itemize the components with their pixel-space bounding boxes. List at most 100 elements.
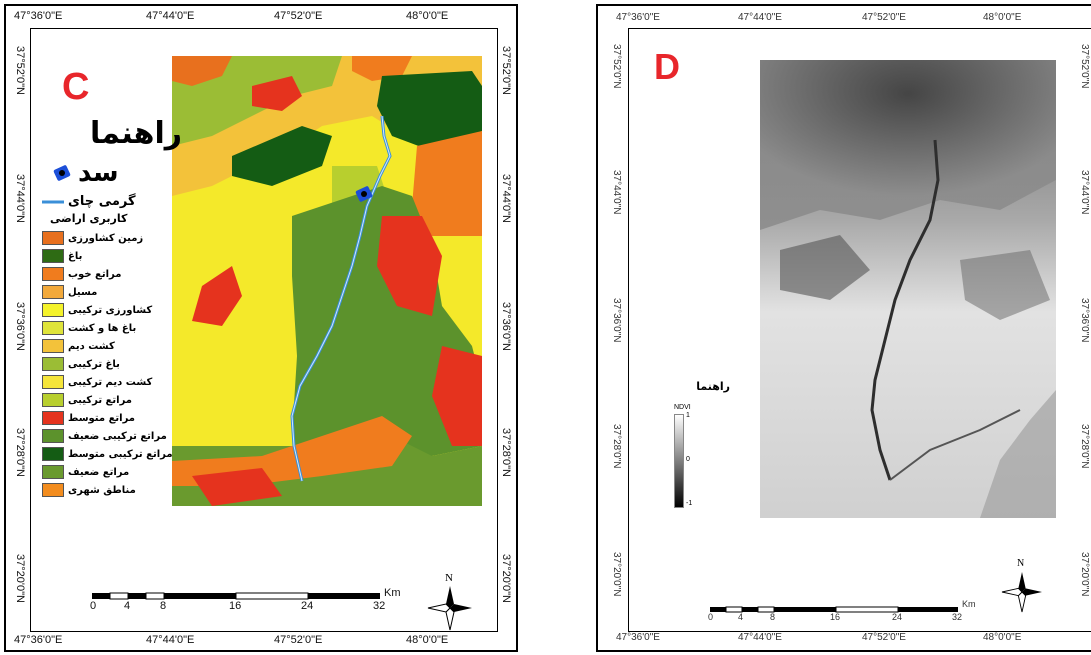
left-tick: 37°20'0"N xyxy=(611,552,622,597)
ndvi-mid: 0 xyxy=(686,456,690,463)
legend-label: مراتع متوسط xyxy=(68,412,135,424)
legend-item: کشت دیم ترکیبی xyxy=(42,374,152,390)
legend-swatch xyxy=(42,285,64,299)
dam-icon xyxy=(53,165,71,181)
right-tick: 37°44'0"N xyxy=(500,174,512,223)
top-tick: 48°0'0"E xyxy=(983,12,1022,23)
scale-label: 4 xyxy=(124,600,131,612)
scale-label: 24 xyxy=(892,612,903,622)
right-tick: 37°28'0"N xyxy=(500,428,512,477)
medium-mix-rangeland-area-2 xyxy=(232,126,332,186)
bottom-tick: 48°0'0"E xyxy=(983,632,1022,643)
top-tick: 48°0'0"E xyxy=(406,10,449,22)
scale-label: 32 xyxy=(952,612,963,622)
landuse-title: کاربری اراضی xyxy=(50,212,128,225)
ndvi-dark-north xyxy=(760,60,1056,230)
scale-label: 0 xyxy=(90,600,97,612)
legend-swatch xyxy=(42,429,64,443)
left-tick: 37°36'0"N xyxy=(611,298,622,343)
legend-swatch xyxy=(42,375,64,389)
legend-items: زمین کشاورزی باغ مراتع خوب مسیل کشاورزی ترکی… xyxy=(42,230,182,500)
medium-rangeland-west xyxy=(192,266,242,326)
scale-label: 0 xyxy=(708,612,714,622)
bottom-tick: 47°36'0"E xyxy=(616,632,660,643)
left-tick: 37°44'0"N xyxy=(611,170,622,215)
legend-title: راهنما xyxy=(90,116,182,151)
legend-item: مناطق شهری xyxy=(42,482,136,498)
dam-label: سد xyxy=(78,158,119,188)
legend-label: مراتع ترکیبی ضعیف xyxy=(68,430,167,442)
bottom-tick: 47°36'0"E xyxy=(14,634,63,646)
legend-swatch xyxy=(42,483,64,497)
medium-rangeland-southeast xyxy=(432,346,482,446)
panel-letter: D xyxy=(654,46,680,87)
north-label: N xyxy=(445,572,453,584)
legend-label: مراتع خوب xyxy=(68,268,122,280)
left-tick: 37°52'0"N xyxy=(611,44,622,89)
medium-rangeland-sw xyxy=(192,468,282,506)
legend-label: مسیل xyxy=(68,286,98,298)
bottom-tick: 47°44'0"E xyxy=(146,634,195,646)
north-label: N xyxy=(1017,558,1025,569)
legend-swatch xyxy=(42,447,64,461)
legend-item: مراتع خوب xyxy=(42,266,121,282)
legend-label: مراتع ترکیبی متوسط xyxy=(68,448,173,460)
scale-label: 8 xyxy=(160,600,167,612)
ndvi-dark-patch xyxy=(780,235,870,300)
legend-item: باغ ها و کشت xyxy=(42,320,136,336)
scale-bar: 0 4 8 16 24 32 Km xyxy=(90,587,401,612)
compass-icon xyxy=(427,586,472,631)
left-tick: 37°28'0"N xyxy=(14,428,26,477)
legend-swatch xyxy=(42,303,64,317)
right-tick: 37°36'0"N xyxy=(500,302,512,351)
north-arrow: N xyxy=(427,572,472,631)
panel-letter: C xyxy=(62,66,90,108)
legend-item: باغ xyxy=(42,248,82,264)
legend-swatch xyxy=(42,321,64,335)
ndvi-label: NDVI xyxy=(674,404,691,411)
left-tick: 37°52'0"N xyxy=(14,46,26,95)
legend-river: گرمی چای xyxy=(42,194,136,209)
ndvi-map xyxy=(760,60,1056,518)
ndvi-high: 1 xyxy=(686,412,690,419)
north-arrow: N xyxy=(1001,558,1042,614)
legend-swatch xyxy=(42,339,64,353)
legend-item: مراتع ترکیبی ضعیف xyxy=(42,428,167,444)
legend-label: زمین کشاورزی xyxy=(68,232,144,244)
bottom-tick: 47°52'0"E xyxy=(274,634,323,646)
legend-item: مراتع ترکیبی xyxy=(42,392,132,408)
legend: راهنما NDVI 1 0 -1 xyxy=(674,380,734,510)
medium-rangeland-central xyxy=(377,216,442,316)
scale-label: 8 xyxy=(770,612,776,622)
ndvi-low: -1 xyxy=(686,500,693,507)
legend-label: مناطق شهری xyxy=(68,484,136,496)
dam-icon xyxy=(355,186,373,202)
river-label: گرمی چای xyxy=(68,194,136,209)
ndvi-se-patch xyxy=(980,390,1056,518)
medium-rangeland-area xyxy=(252,76,302,111)
legend-title: راهنما xyxy=(696,380,730,393)
scale-bar-graphic xyxy=(92,592,380,600)
scale-label: 24 xyxy=(301,600,314,612)
legend-item: مراتع ترکیبی متوسط xyxy=(42,446,173,462)
scale-bar: 0 4 8 16 24 32 Km xyxy=(708,599,976,622)
compass-icon xyxy=(1001,572,1042,613)
good-rangeland-area xyxy=(352,56,412,81)
ndvi-dark-patch-2 xyxy=(960,250,1050,320)
top-tick: 47°36'0"E xyxy=(616,12,660,23)
ndvi-colorbar xyxy=(674,414,684,508)
top-tick: 47°44'0"E xyxy=(738,12,782,23)
scale-label: 32 xyxy=(373,600,386,612)
map-frame xyxy=(30,28,498,632)
scale-bar-graphic xyxy=(710,606,958,613)
legend-item: کشاورزی ترکیبی xyxy=(42,302,152,318)
legend-swatch xyxy=(42,465,64,479)
scale-label: 16 xyxy=(830,612,841,622)
left-tick: 37°28'0"N xyxy=(611,424,622,469)
legend-label: باغ ها و کشت xyxy=(68,322,137,334)
legend-label: کشت دیم xyxy=(68,340,115,352)
top-tick: 47°44'0"E xyxy=(146,10,195,22)
legend-swatch xyxy=(42,357,64,371)
panel-d: 47°36'0"E 47°44'0"E 47°52'0"E 48°0'0"E 4… xyxy=(596,4,1091,652)
scale-label: 4 xyxy=(738,612,744,622)
